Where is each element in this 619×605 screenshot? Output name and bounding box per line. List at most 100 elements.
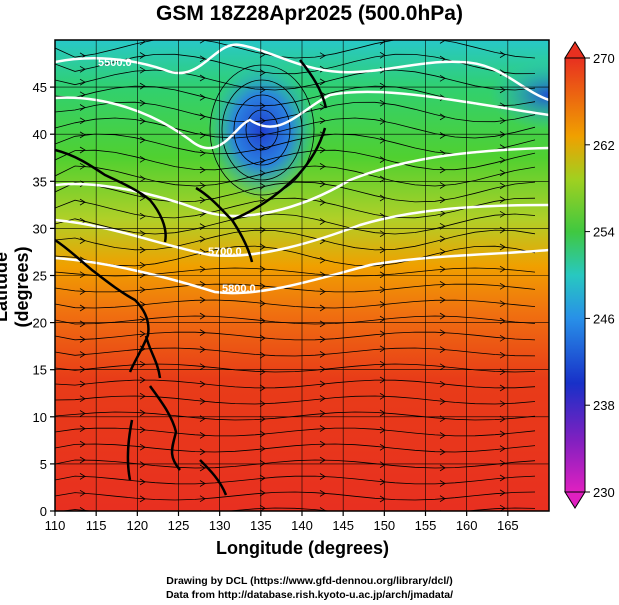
streamline-arrow-67 (259, 157, 266, 164)
streamline-arrow-47 (139, 117, 146, 125)
streamline-arrow-256 (259, 489, 266, 497)
streamline-arrow-132 (379, 271, 386, 279)
streamline-arrow-114 (379, 246, 386, 254)
streamline-arrow-227 (139, 443, 146, 451)
streamline-arrow-190 (79, 380, 86, 388)
streamline-arrow-194 (319, 380, 326, 388)
streamline-198 (55, 395, 536, 405)
streamline-arrow-97 (439, 210, 446, 217)
streamline-arrow-165 (199, 329, 206, 336)
streamline-arrow-124 (439, 248, 446, 256)
streamline-arrow-26 (499, 86, 506, 94)
streamline-arrow-75 (199, 182, 206, 189)
y-tick-label-8: 40 (33, 127, 47, 142)
streamline-arrow-98 (499, 196, 506, 203)
streamline-243 (55, 475, 536, 485)
streamline-arrow-205 (439, 398, 446, 405)
streamline-arrow-161 (499, 317, 506, 325)
streamline-arrow-244 (79, 473, 86, 480)
streamline-arrow-242 (499, 459, 506, 467)
streamline-arrow-217 (79, 425, 86, 432)
streamline-arrow-28 (79, 91, 86, 99)
streamline-99 (55, 213, 536, 235)
contour-label-1: 5500.0 (98, 57, 132, 69)
streamline-arrow-248 (319, 473, 326, 480)
streamline-arrow-11 (139, 52, 146, 59)
streamline-arrow-201 (199, 398, 206, 405)
streamline-arrow-164 (139, 330, 146, 338)
colorbar-min-arrow (564, 491, 586, 509)
streamline-arrow-115 (439, 235, 446, 243)
streamline-arrow-187 (439, 363, 446, 371)
streamline-arrow-89 (499, 182, 506, 190)
colorbar-tick-label-1: 238 (593, 398, 615, 413)
streamline-arrow-193 (259, 384, 266, 392)
streamline-arrow-121 (259, 243, 266, 251)
x-tick-label-6: 140 (291, 518, 313, 533)
streamline-arrow-240 (379, 461, 386, 469)
streamline-arrow-21 (199, 74, 206, 82)
streamline-arrow-170 (499, 334, 506, 342)
height-contours (55, 43, 549, 295)
streamline-arrow-145 (79, 304, 86, 312)
streamline-arrow-150 (379, 301, 386, 308)
streamline-arrow-175 (259, 351, 266, 359)
streamline-18 (55, 69, 536, 91)
streamline-arrow-166 (259, 334, 266, 342)
streamline-arrow-178 (439, 346, 446, 353)
x-axis-ticks: 110 115 120 125 130 135 140 145 150 155 160 165 (45, 511, 519, 533)
streamline-arrow-206 (499, 400, 506, 408)
streamline-arrow-77 (319, 163, 326, 170)
streamline-arrow-249 (379, 478, 386, 486)
colorbar-tick-label-0: 230 (593, 485, 615, 500)
colorbar-max-arrow (564, 41, 586, 59)
contour-label-2: 5700.0 (208, 246, 242, 258)
contour-label-3: 5800.0 (222, 283, 256, 295)
streamline-63 (55, 149, 536, 171)
streamline-arrow-152 (499, 300, 506, 308)
colorbar-tick-label-5: 270 (593, 51, 615, 66)
streamline-arrow-95 (319, 199, 326, 206)
low-swirl-0 (245, 109, 279, 151)
map-gridlines (55, 40, 549, 511)
streamline-arrow-179 (499, 351, 506, 359)
streamline-arrow-220 (259, 430, 266, 438)
streamline-arrow-231 (379, 443, 386, 451)
streamline-arrow-85 (259, 182, 266, 190)
streamline-arrow-64 (79, 146, 86, 154)
streamline-arrow-33 (379, 82, 386, 90)
streamline-arrow-6 (379, 40, 386, 45)
streamline-arrow-254 (139, 495, 146, 503)
streamline-arrow-253 (79, 489, 86, 497)
streamline-108 (55, 229, 536, 251)
streamline-arrow-88 (439, 196, 446, 204)
colorbar-tick-label-3: 254 (593, 225, 615, 240)
streamline-arrow-149 (319, 304, 326, 312)
streamline-arrow-209 (139, 409, 146, 417)
streamline-arrow-134 (499, 265, 506, 273)
streamline-arrow-44 (499, 117, 506, 125)
streamline-arrow-104 (319, 218, 326, 225)
streamline-arrow-163 (79, 336, 86, 343)
y-tick-label-3: 15 (33, 363, 47, 378)
y-tick-label-1: 5 (40, 457, 47, 472)
streamline-arrow-23 (319, 78, 326, 86)
streamline-arrow-221 (319, 425, 326, 432)
streamline-arrow-71 (499, 156, 506, 164)
streamline-arrow-65 (139, 155, 146, 163)
streamline-arrow-258 (379, 495, 386, 503)
cold-low-center (207, 60, 317, 200)
streamline-arrow-68 (319, 146, 326, 154)
streamline-arrow-37 (79, 104, 86, 111)
streamline-arrow-48 (199, 131, 206, 139)
streamline-arrow-228 (199, 448, 206, 456)
streamline-arrow-84 (199, 196, 206, 204)
streamline-arrow-133 (439, 265, 446, 273)
streamline-arrow-224 (499, 430, 506, 438)
streamline-arrow-222 (379, 426, 386, 434)
streamline-arrow-185 (319, 365, 326, 373)
streamline-arrow-19 (79, 78, 86, 86)
streamline-arrow-42 (379, 99, 386, 107)
streamline-arrow-212 (319, 410, 326, 417)
